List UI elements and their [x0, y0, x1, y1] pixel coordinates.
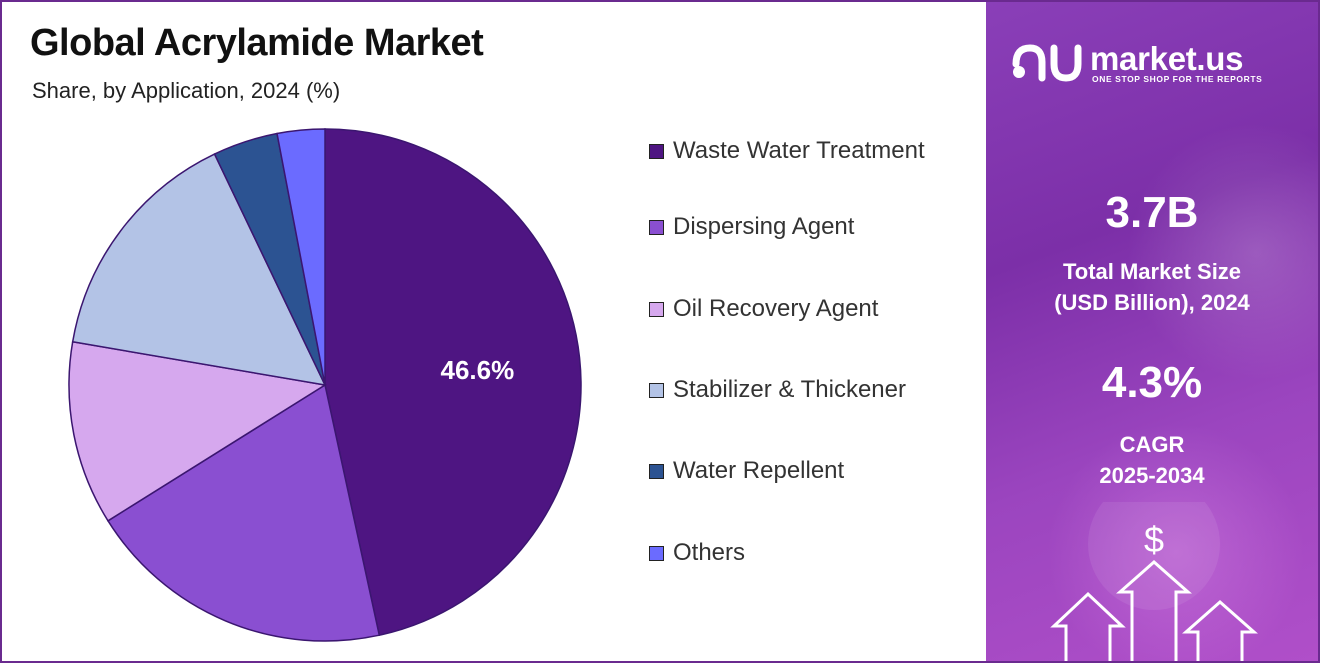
legend-swatch	[649, 144, 664, 159]
cagr-label-line2: 2025-2034	[1099, 463, 1205, 488]
legend-label: Others	[673, 539, 746, 566]
pie-slice-waste-water-treatment	[324, 128, 582, 637]
brand-name: market.us	[1090, 40, 1244, 77]
pie-data-label: 46.6%	[440, 355, 514, 385]
legend-item: Oil Recovery Agent	[649, 295, 943, 327]
legend-item: Waste Water Treatment	[649, 137, 943, 169]
legend-swatch	[649, 302, 664, 317]
legend-label: Dispersing Agent	[673, 213, 855, 240]
pie-slice-dispersing-agent	[106, 383, 381, 642]
chart-title: Global Acrylamide Market	[30, 22, 484, 64]
chart-subtitle: Share, by Application, 2024 (%)	[32, 78, 341, 103]
legend-label: Water Repellent	[673, 457, 845, 484]
market-size-label-line2: (USD Billion), 2024	[1054, 290, 1250, 315]
legend-item: Stabilizer & Thickener	[649, 376, 943, 408]
legend-item: Water Repellent	[649, 457, 943, 489]
market-us-logo-icon	[1012, 44, 1082, 82]
chart-panel: Global Acrylamide Market Share, by Appli…	[2, 2, 986, 661]
legend-item: Others	[649, 539, 943, 571]
growth-arrows-icon: $	[1050, 502, 1258, 661]
legend-item: Dispersing Agent	[649, 213, 943, 245]
legend-swatch	[649, 464, 664, 479]
legend-label: Stabilizer & Thickener	[673, 376, 906, 403]
cagr-label-line1: CAGR	[1119, 432, 1185, 457]
pie-chart: 46.6%	[68, 128, 582, 642]
legend-swatch	[649, 220, 664, 235]
pie-slice-others	[276, 128, 326, 386]
brand-tagline: ONE STOP SHOP FOR THE REPORTS	[1092, 74, 1263, 84]
market-size-label-line1: Total Market Size	[1062, 259, 1242, 284]
pie-slice-oil-recovery-agent	[68, 340, 328, 522]
legend-label: Waste Water Treatment	[673, 137, 925, 164]
cagr-value: 4.3%	[1101, 358, 1203, 407]
decorative-glow	[1126, 122, 1318, 382]
legend-swatch	[649, 383, 664, 398]
dollar-sign-icon: $	[1144, 519, 1164, 560]
info-panel: market.us ONE STOP SHOP FOR THE REPORTS …	[986, 2, 1318, 661]
market-size-value: 3.7B	[1105, 188, 1199, 237]
pie-slice-stabilizer-thickener	[71, 153, 327, 386]
legend-label: Oil Recovery Agent	[673, 295, 879, 322]
legend-swatch	[649, 546, 664, 561]
